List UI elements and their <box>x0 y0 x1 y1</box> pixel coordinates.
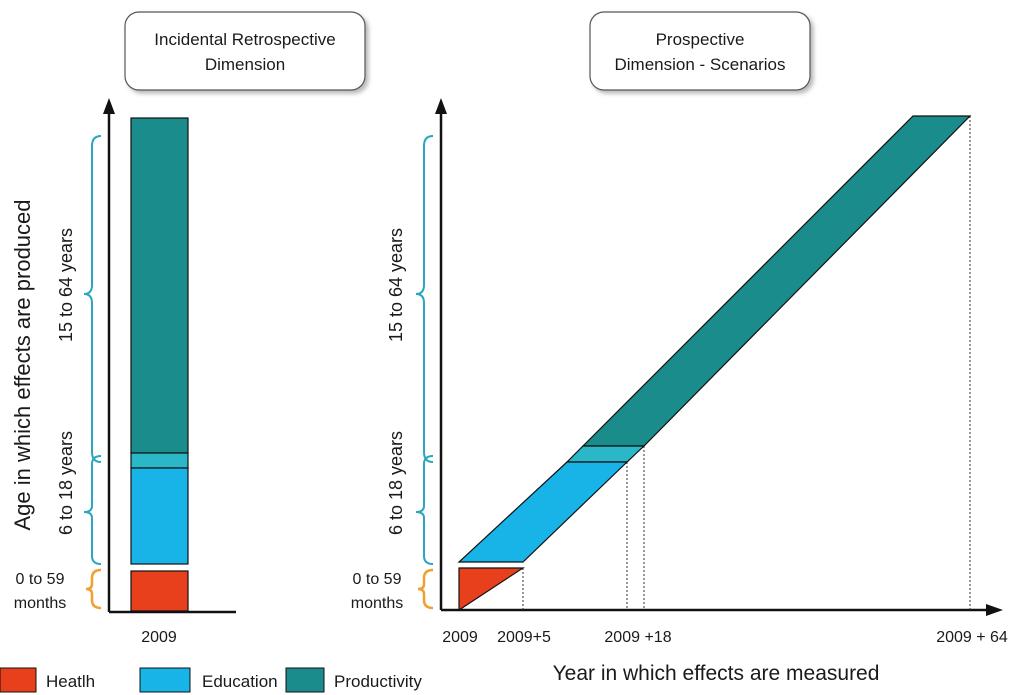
left-y-axis-arrow <box>103 98 115 114</box>
left-bar-productivity <box>130 117 189 454</box>
left-bracket-health <box>85 568 102 610</box>
left-panel: Incidental Retrospective Dimension Age i… <box>10 11 366 646</box>
right-y-axis-arrow <box>435 98 447 114</box>
legend-swatch-education <box>139 667 191 693</box>
left-bar-health <box>130 570 189 612</box>
right-title-box: Prospective Dimension - Scenarios <box>589 11 811 91</box>
left-bracket-productivity <box>83 135 102 463</box>
left-label-education: 6 to 18 years <box>56 431 76 535</box>
right-band-health <box>458 567 526 612</box>
right-title-line2: Dimension - Scenarios <box>614 55 785 74</box>
right-x-tick-2009-64: 2009 + 64 <box>936 629 1008 646</box>
legend-label-productivity: Productivity <box>334 672 422 691</box>
legend-swatch-productivity <box>285 667 325 693</box>
right-x-axis-label: Year in which effects are measured <box>553 662 880 685</box>
right-bracket-education <box>415 455 434 565</box>
right-band-productivity <box>581 115 972 447</box>
left-label-health-line1: 0 to 59 <box>16 571 65 588</box>
left-x-tick: 2009 <box>141 629 177 646</box>
legend-item-education: Education <box>139 667 278 693</box>
right-x-tick-2009-18: 2009 +18 <box>604 629 671 646</box>
left-title-line2: Dimension <box>205 55 285 74</box>
right-bracket-productivity <box>415 135 434 463</box>
left-bar-education <box>130 467 189 565</box>
right-bracket-health <box>417 568 434 610</box>
left-title-line1: Incidental Retrospective <box>154 30 335 49</box>
legend-item-health: Heatlh <box>0 667 95 693</box>
right-x-tick-2009: 2009 <box>442 629 478 646</box>
right-band-transition <box>565 445 646 463</box>
right-label-education: 6 to 18 years <box>386 431 406 535</box>
right-label-health-line1: 0 to 59 <box>353 571 402 588</box>
legend-item-productivity: Productivity <box>285 667 422 693</box>
right-panel: Prospective Dimension - Scenarios 15 to … <box>351 11 1008 685</box>
right-title-line1: Prospective <box>656 30 745 49</box>
right-label-productivity: 15 to 64 years <box>386 228 406 342</box>
right-x-axis-arrow <box>986 604 1003 616</box>
left-title-box: Incidental Retrospective Dimension <box>124 11 366 91</box>
legend: Heatlh Education Productivity <box>0 667 422 693</box>
left-y-axis-label: Age in which effects are produced <box>10 199 35 530</box>
right-band-education <box>457 461 629 563</box>
right-x-tick-2009-5: 2009+5 <box>497 629 551 646</box>
left-bracket-education <box>83 455 102 565</box>
left-label-productivity: 15 to 64 years <box>56 228 76 342</box>
left-label-health-line2: months <box>14 595 66 612</box>
legend-swatch-health <box>0 667 37 693</box>
legend-label-health: Heatlh <box>46 672 95 691</box>
left-bar-transition <box>130 452 189 469</box>
right-label-health-line2: months <box>351 595 403 612</box>
legend-label-education: Education <box>202 672 278 691</box>
